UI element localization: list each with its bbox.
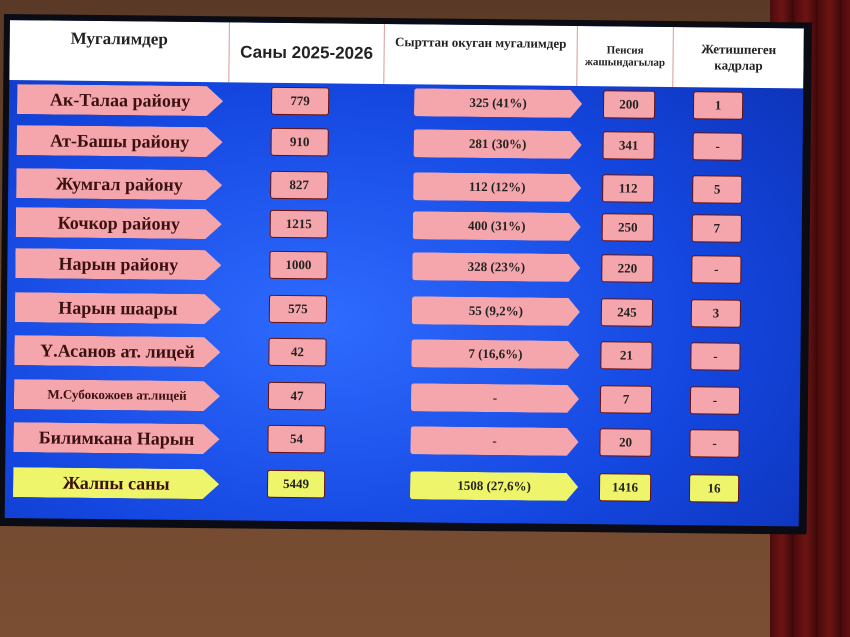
table-header: Мугалимдер Саны 2025-2026 Сырттан окуган… [9, 20, 804, 89]
pension-age-count: 20 [599, 428, 652, 457]
teacher-count: 1000 [269, 250, 328, 280]
table-row: Нарын району 1000 328 (23%) 220 - [7, 248, 801, 290]
row-name: Билимкана Нарын [13, 422, 219, 454]
slide: Мугалимдер Саны 2025-2026 Сырттан окуган… [4, 20, 804, 527]
external-teachers: 325 (41%) [414, 88, 582, 118]
row-name: М.Субокожоев ат.лицей [14, 379, 220, 411]
external-teachers: 328 (23%) [412, 252, 580, 282]
external-teachers: 400 (31%) [413, 211, 581, 241]
table-row: М.Субокожоев ат.лицей 47 - 7 - [6, 379, 800, 421]
table-row: Ак-Талаа району 779 325 (41%) 200 1 [9, 84, 803, 126]
shortage-count: - [692, 132, 743, 161]
pension-age-count: 250 [601, 213, 654, 242]
shortage-count: 7 [691, 214, 742, 243]
row-name: Ат-Башы району [17, 125, 223, 157]
table-row: Жумгал району 827 112 (12%) 112 5 [8, 168, 802, 210]
header-pension: Пенсия жашындагылар [577, 26, 674, 88]
header-teachers: Мугалимдер [9, 20, 230, 83]
shortage-count: - [690, 342, 741, 371]
shortage-count: 1 [692, 91, 744, 120]
shortage-count: 3 [690, 299, 742, 328]
external-teachers: - [411, 383, 579, 413]
table-row: Ү.Асанов ат. лицей 42 7 (16,6%) 21 - [6, 335, 800, 377]
row-name: Ү.Асанов ат. лицей [14, 335, 220, 367]
table-row: Ат-Башы району 910 281 (30%) 341 - [8, 125, 802, 167]
table-row: Билимкана Нарын 54 - 20 - [5, 422, 799, 464]
external-teachers: - [410, 426, 578, 456]
row-name: Жалпы саны [13, 467, 219, 499]
shortage-count: - [689, 386, 741, 415]
row-name: Жумгал району [16, 168, 222, 200]
teacher-count: 1215 [269, 209, 328, 239]
shortage-count: 16 [688, 474, 740, 503]
table-row: Нарын шаары 575 55 (9,2%) 245 3 [7, 292, 801, 334]
presentation-screen: Мугалимдер Саны 2025-2026 Сырттан окуган… [0, 14, 812, 535]
pension-age-count: 21 [600, 341, 653, 370]
header-external: Сырттан окуган мугалимдер [384, 23, 578, 87]
external-teachers: 55 (9,2%) [412, 296, 580, 326]
row-name: Нарын району [15, 248, 221, 280]
teacher-count: 827 [270, 170, 329, 200]
teacher-count: 779 [270, 86, 330, 116]
pension-age-count: 1416 [598, 473, 652, 502]
teacher-count: 910 [270, 127, 329, 157]
shortage-count: - [689, 429, 740, 458]
shortage-count: - [691, 255, 742, 284]
row-name: Нарын шаары [15, 292, 221, 324]
pension-age-count: 220 [601, 254, 654, 283]
table-row: Кочкор району 1215 400 (31%) 250 7 [8, 207, 802, 249]
pension-age-count: 341 [602, 131, 655, 160]
teacher-count: 47 [267, 381, 327, 411]
pension-age-count: 200 [602, 90, 656, 119]
teacher-count: 54 [267, 424, 326, 454]
external-teachers: 281 (30%) [414, 129, 582, 159]
pension-age-count: 7 [599, 385, 653, 414]
external-teachers: 1508 (27,6%) [410, 471, 578, 501]
header-shortage: Жетишпеген кадрлар [701, 41, 777, 73]
header-count: Саны 2025-2026 [229, 22, 385, 84]
external-teachers: 112 (12%) [413, 172, 581, 202]
pension-age-count: 245 [600, 298, 654, 327]
shortage-count: 5 [692, 175, 743, 204]
external-teachers: 7 (16,6%) [411, 339, 579, 369]
teacher-count: 5449 [266, 469, 326, 499]
teacher-count: 42 [268, 337, 327, 367]
row-name: Кочкор району [16, 207, 222, 239]
row-name: Ак-Талаа району [17, 84, 223, 116]
total-row: Жалпы саны 5449 1508 (27,6%) 1416 16 [5, 467, 799, 509]
pension-age-count: 112 [602, 174, 655, 203]
teacher-count: 575 [268, 294, 328, 324]
